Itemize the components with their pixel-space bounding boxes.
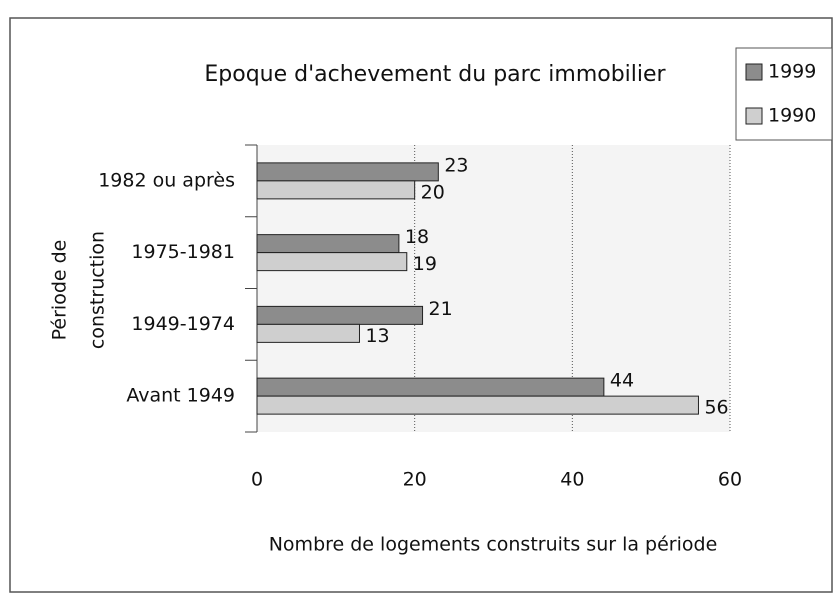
data-label: 56	[704, 397, 728, 419]
bar	[256, 323, 360, 343]
y-tick-label: 1982 ou après	[98, 169, 235, 191]
bar	[256, 305, 424, 325]
data-label: 19	[413, 253, 437, 275]
legend-swatch	[745, 107, 763, 125]
x-axis-label: Nombre de logements construits sur la pé…	[269, 534, 718, 556]
legend	[735, 47, 833, 141]
bar	[256, 252, 408, 272]
bar	[256, 162, 439, 182]
y-tick-label: 1949-1974	[131, 313, 235, 335]
data-label: 13	[365, 325, 389, 347]
x-tick-label: 0	[251, 469, 263, 491]
data-label: 23	[444, 154, 468, 176]
data-label: 20	[421, 181, 445, 203]
data-label: 44	[610, 370, 634, 392]
legend-label: 1990	[768, 105, 816, 127]
bar	[256, 377, 605, 397]
bar	[256, 395, 699, 415]
chart-title: Epoque d'achevement du parc immobilier	[204, 62, 666, 87]
y-tick-label: Avant 1949	[126, 385, 235, 407]
legend-label: 1999	[768, 61, 816, 83]
legend-swatch	[745, 63, 763, 81]
bar	[256, 180, 416, 200]
x-tick-label: 60	[718, 469, 742, 491]
data-label: 18	[405, 226, 429, 248]
y-axis-label-line: construction	[87, 231, 109, 349]
y-tick-label: 1975-1981	[131, 241, 235, 263]
y-axis-label-line: Période de	[49, 240, 71, 341]
x-tick-label: 20	[403, 469, 427, 491]
data-label: 21	[429, 298, 453, 320]
x-tick-label: 40	[560, 469, 584, 491]
y-axis-label: Période de construction	[49, 231, 109, 349]
bar	[256, 234, 400, 254]
